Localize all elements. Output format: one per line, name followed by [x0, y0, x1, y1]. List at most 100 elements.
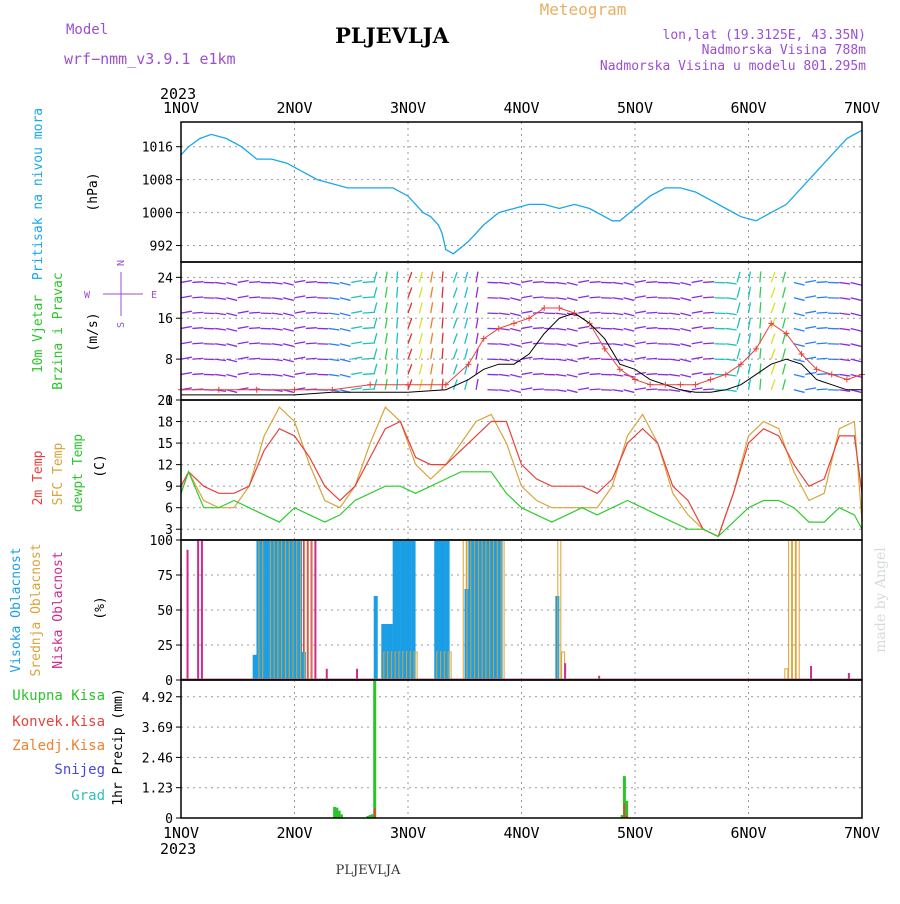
wind-barb: [749, 302, 751, 313]
wind-barb: [351, 373, 362, 375]
wind-barb: [578, 342, 589, 344]
wind-barb: [329, 282, 340, 284]
wind-barb: [533, 282, 544, 283]
wind-barb: [533, 374, 544, 375]
wind-gust-point: [844, 377, 850, 383]
wind-barb: [737, 379, 740, 390]
wind-barb: [226, 282, 237, 285]
wind-barb: [669, 313, 680, 315]
wind-barb: [374, 318, 377, 329]
credit: made by Angel: [873, 547, 889, 653]
wind-barb: [726, 359, 737, 361]
wind-barb: [397, 348, 398, 359]
wind-barb: [726, 344, 737, 346]
wind-barb: [476, 379, 478, 390]
wind-barb: [805, 388, 816, 390]
wind-barb: [215, 298, 226, 300]
wind-barb: [556, 313, 567, 315]
precip-legend: Ukupna KisaKonvek.KisaZaledj.KisaSnijegG…: [12, 688, 105, 804]
cloud-ylabel-a: Visoka Oblacnost: [9, 547, 24, 672]
wind-barb: [238, 342, 249, 344]
wind-barb: [419, 287, 422, 298]
wind-barb: [408, 349, 412, 359]
wind-barb: [635, 342, 646, 344]
ytick-label: 6: [165, 502, 173, 517]
wind-barb: [737, 302, 740, 313]
wind-barb: [192, 312, 203, 313]
wind-barb: [442, 333, 443, 344]
wind-gust-point: [216, 387, 222, 393]
wind-barb: [612, 313, 623, 315]
wind-barb: [476, 333, 478, 344]
wind-barb: [556, 328, 567, 330]
wind-barb: [453, 349, 457, 359]
wind-barb: [408, 333, 412, 343]
wind-barb: [442, 317, 443, 328]
wind-barb: [522, 373, 533, 375]
wind-barb: [510, 282, 521, 285]
cloud-bar-low: [326, 669, 328, 680]
wind-barb: [635, 311, 646, 313]
wind-barb: [567, 328, 578, 331]
wind-barb: [283, 359, 294, 362]
wind-barb: [453, 364, 457, 374]
wind-barb: [374, 302, 377, 313]
wind-barb: [385, 333, 387, 344]
wind-barb: [590, 389, 601, 390]
wind-barb: [646, 374, 657, 375]
wind-barb: [760, 287, 761, 298]
precip-bar-total: [373, 680, 376, 818]
wind-barb: [522, 342, 533, 344]
wind-barb: [590, 297, 601, 298]
wind-barb: [805, 327, 816, 329]
bottom-tick-6NOV: 6NOV: [730, 824, 766, 842]
wind-barb: [453, 333, 457, 343]
wind-barb: [635, 388, 646, 390]
wind-barb: [295, 342, 306, 344]
wind-barb: [465, 348, 468, 359]
ytick-label: 1.23: [142, 782, 173, 797]
top-tick-6NOV: 6NOV: [730, 99, 766, 117]
ytick-label: 21: [157, 394, 173, 409]
wind-barb: [646, 297, 657, 298]
wind-barb: [419, 348, 422, 359]
wind-barb: [363, 312, 374, 313]
wind-barb: [397, 363, 398, 374]
wind-barb: [192, 358, 203, 359]
wind-barb: [851, 344, 862, 347]
wind-gust-point: [481, 336, 487, 342]
wind-barb: [726, 298, 737, 300]
pressure-line: [181, 130, 862, 254]
wind-barb: [272, 313, 283, 315]
wind-barb: [351, 296, 362, 298]
wind-barb: [522, 327, 533, 329]
wind-barb: [340, 344, 351, 347]
cloud-ylabel-b: Srednja Oblacnost: [29, 543, 44, 676]
year-bottom: 2023: [160, 840, 196, 858]
wind-ylabel-2: Brzina i Pravac: [51, 272, 66, 389]
wind-barb: [510, 374, 521, 377]
wind-barb: [839, 298, 850, 300]
wind-barb: [794, 374, 805, 377]
wind-barb: [374, 287, 377, 298]
wind-barb: [578, 388, 589, 390]
panel-precip: 01.232.463.694.92: [142, 680, 862, 827]
wind-barb: [726, 328, 737, 330]
wind-barb: [442, 348, 443, 359]
wind-barb: [817, 389, 828, 390]
wind-barb: [590, 312, 601, 313]
wind-barb: [567, 374, 578, 377]
wind-barb: [363, 282, 374, 283]
wind-barb: [453, 287, 457, 297]
wind-barb: [646, 389, 657, 390]
wind-barb: [499, 390, 510, 392]
wind-barb: [363, 389, 374, 390]
ytick-label: 100: [150, 534, 173, 549]
cloud-bar-high: [374, 596, 378, 680]
wind-barb: [499, 359, 510, 361]
wind-barb: [590, 358, 601, 359]
wind-barb: [737, 318, 740, 329]
